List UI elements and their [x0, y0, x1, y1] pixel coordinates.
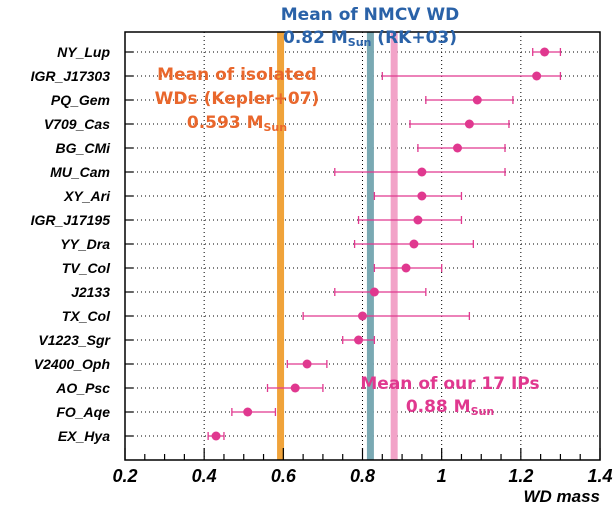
- data-point: [532, 71, 542, 81]
- data-point: [243, 407, 253, 417]
- x-tick-label: 0.4: [192, 466, 217, 486]
- annotation-value: 0.88 MSun: [406, 397, 494, 418]
- data-point: [417, 191, 427, 201]
- data-point: [369, 287, 379, 297]
- data-point: [302, 359, 312, 369]
- data-point: [401, 263, 411, 273]
- category-label: AO_Psc: [55, 380, 110, 396]
- data-point: [409, 239, 419, 249]
- category-label: IGR_J17195: [31, 212, 111, 228]
- category-label: V1223_Sgr: [38, 332, 111, 348]
- category-label: NY_Lup: [57, 44, 110, 60]
- x-tick-label: 1.4: [587, 466, 612, 486]
- category-label: YY_Dra: [60, 236, 110, 252]
- data-point: [211, 431, 221, 441]
- category-label: TV_Col: [62, 260, 111, 276]
- x-tick-label: 1.2: [508, 466, 533, 486]
- category-labels: NY_Lup IGR_J17303 PQ_Gem V709_Cas BG_CMi MU_C…: [31, 44, 112, 444]
- x-tick-label: 0.6: [271, 466, 297, 486]
- reference-lines: [277, 32, 398, 460]
- annotation-value: 0.82 MSun (RK+03): [283, 28, 457, 49]
- data-point: [290, 383, 300, 393]
- category-label: V2400_Oph: [34, 356, 110, 372]
- category-label: FO_Aqe: [56, 404, 110, 420]
- annotation-label: WDs (Kepler+07): [155, 89, 320, 109]
- x-axis-title: WD mass: [523, 487, 600, 506]
- data-point: [540, 47, 550, 57]
- x-tick-label: 1: [437, 466, 447, 486]
- data-point: [453, 143, 462, 153]
- category-label: J2133: [71, 284, 110, 300]
- data-point: [358, 311, 367, 321]
- category-label: V709_Cas: [44, 116, 110, 132]
- data-point: [354, 335, 364, 345]
- plot-frame: [124, 31, 601, 461]
- data-point: [464, 119, 474, 129]
- category-label: MU_Cam: [50, 164, 110, 180]
- category-label: EX_Hya: [58, 428, 110, 444]
- data-points: [211, 47, 550, 441]
- category-label: BG_CMi: [56, 140, 112, 156]
- annotation-label: Mean of NMCV WD: [281, 5, 460, 25]
- annotations: Mean of isolated WDs (Kepler+07) 0.593 MSu…: [155, 5, 540, 418]
- category-label: IGR_J17303: [31, 68, 111, 84]
- annotation-label: Mean of our 17 IPs: [360, 374, 539, 394]
- x-tick-label: 0.8: [350, 466, 375, 486]
- category-label: TX_Col: [62, 308, 111, 324]
- category-label: XY_Ari: [63, 188, 111, 204]
- data-point: [472, 95, 482, 105]
- x-tick-labels: 0.2 0.4 0.6 0.8 1 1.2 1.4: [112, 466, 612, 486]
- x-tick-label: 0.2: [112, 466, 137, 486]
- data-point: [413, 215, 423, 225]
- annotation-value: 0.593 MSun: [187, 113, 287, 134]
- category-label: PQ_Gem: [51, 92, 110, 108]
- data-point: [417, 167, 427, 177]
- annotation-label: Mean of isolated: [157, 65, 317, 85]
